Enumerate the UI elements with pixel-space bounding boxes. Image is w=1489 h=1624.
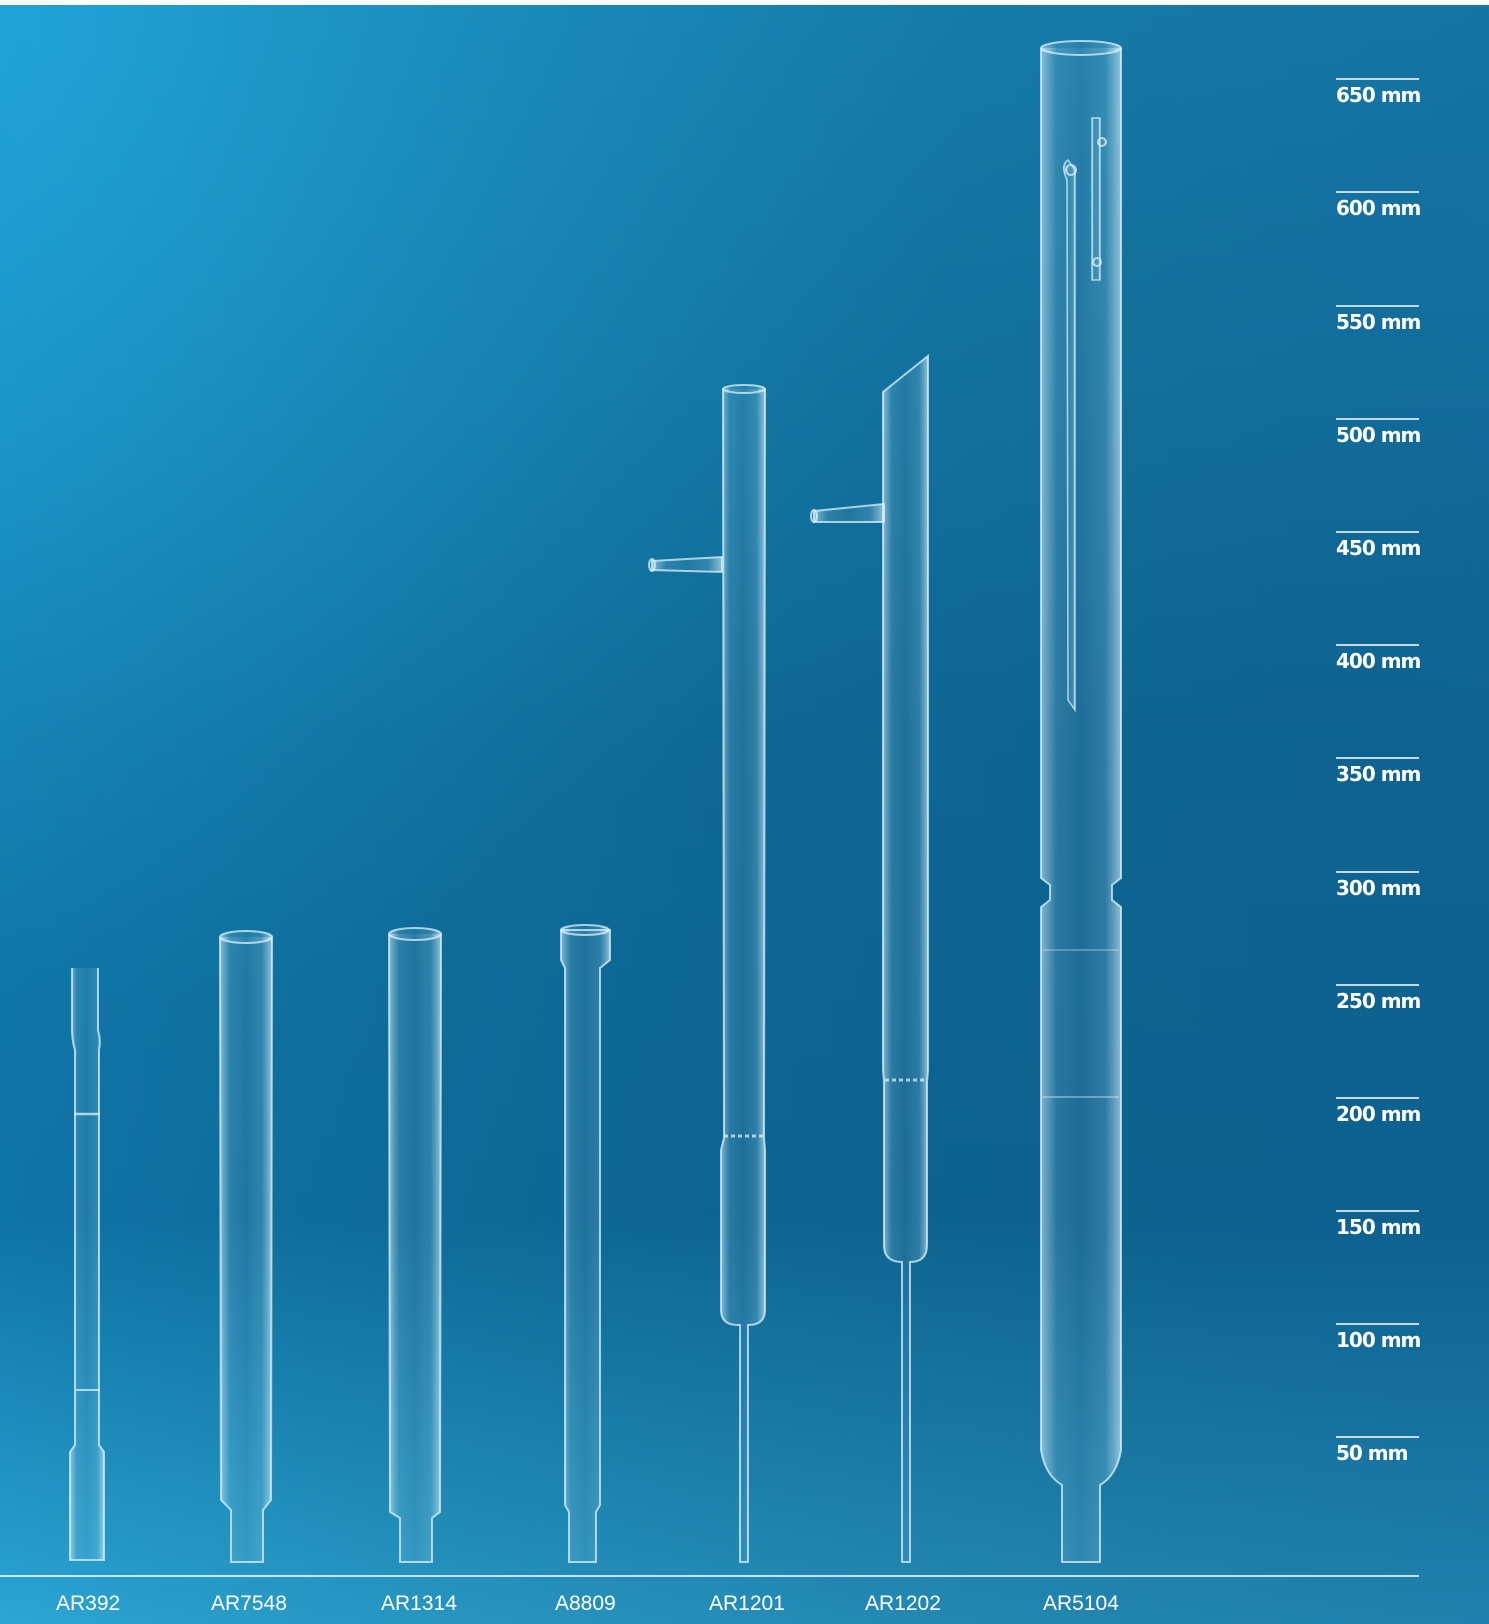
scale-label-450: 450 mm	[1336, 536, 1421, 560]
scale-label-250: 250 mm	[1336, 989, 1421, 1013]
scale-label-200: 200 mm	[1336, 1102, 1421, 1126]
scale-label-600: 600 mm	[1336, 196, 1421, 220]
tube-ar5104	[1040, 40, 1122, 1563]
scale-label-400: 400 mm	[1336, 649, 1421, 673]
item-label-ar5104: AR5104	[1043, 1592, 1119, 1615]
scale-label-500: 500 mm	[1336, 423, 1421, 447]
item-label-ar7548: AR7548	[211, 1592, 287, 1615]
item-label-ar1201: AR1201	[709, 1592, 785, 1615]
tube-a8809	[560, 924, 611, 1563]
tube-ar1314	[388, 927, 442, 1563]
scale-label-550: 550 mm	[1336, 310, 1421, 334]
scale-label-50: 50 mm	[1336, 1441, 1408, 1465]
item-label-ar392: AR392	[56, 1592, 120, 1615]
scale-label-100: 100 mm	[1336, 1328, 1421, 1352]
tube-ar392	[69, 968, 105, 1561]
tube-ar7548	[219, 930, 273, 1563]
scale-label-300: 300 mm	[1336, 876, 1421, 900]
scale-label-350: 350 mm	[1336, 762, 1421, 786]
scale-labels: 650 mm 600 mm 550 mm 500 mm 450 mm 400 m…	[1336, 83, 1422, 1465]
tube-ar1202	[810, 353, 929, 1563]
scale-label-650: 650 mm	[1336, 83, 1421, 107]
item-label-a8809: A8809	[555, 1592, 616, 1615]
item-label-ar1314: AR1314	[381, 1592, 457, 1615]
item-label-ar1202: AR1202	[865, 1592, 941, 1615]
scale-label-150: 150 mm	[1336, 1215, 1421, 1239]
item-labels: AR392 AR7548 AR1314 A8809 AR1201 AR1202 …	[56, 1592, 1119, 1615]
tube-ar1201	[648, 384, 766, 1563]
height-scale	[1336, 78, 1419, 1438]
